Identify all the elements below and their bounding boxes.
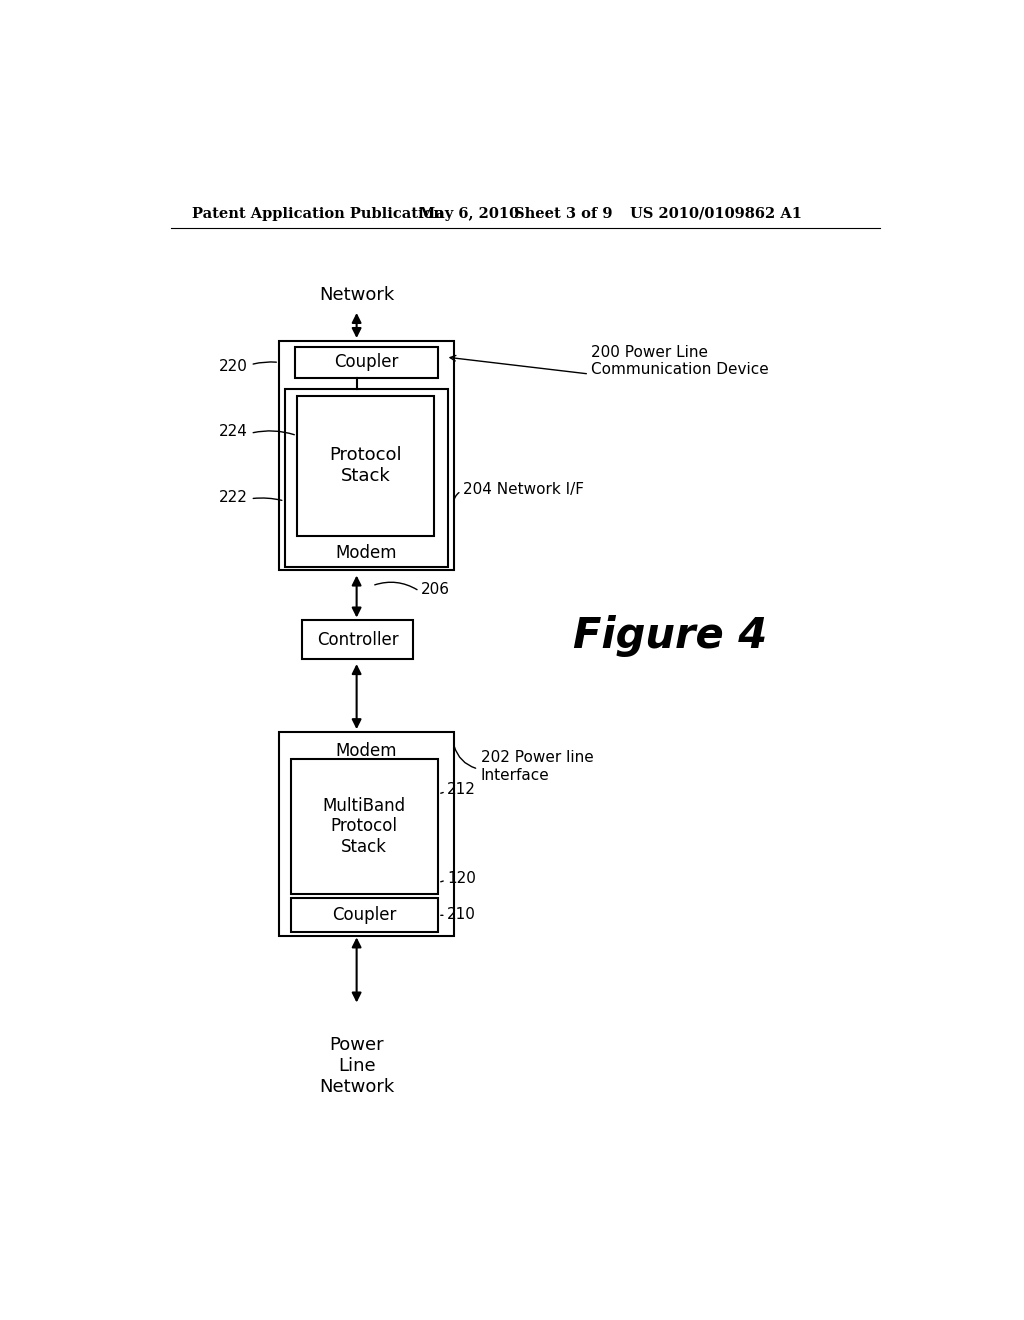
Text: Modem: Modem <box>336 742 397 760</box>
Text: 202 Power line
Interface: 202 Power line Interface <box>480 751 593 783</box>
Text: Modem: Modem <box>336 544 397 561</box>
Bar <box>280 341 454 570</box>
Bar <box>291 759 438 894</box>
Bar <box>280 733 454 936</box>
Text: 224: 224 <box>219 424 248 440</box>
Text: 120: 120 <box>447 871 476 886</box>
Text: 220: 220 <box>219 359 248 374</box>
Text: Power
Line
Network: Power Line Network <box>319 1036 394 1096</box>
Bar <box>291 898 438 932</box>
Text: 222: 222 <box>219 490 248 504</box>
Text: 210: 210 <box>447 907 476 923</box>
Text: US 2010/0109862 A1: US 2010/0109862 A1 <box>630 207 802 220</box>
Text: 200 Power Line
Communication Device: 200 Power Line Communication Device <box>592 345 769 378</box>
Text: May 6, 2010: May 6, 2010 <box>419 207 519 220</box>
Text: Network: Network <box>319 286 394 305</box>
Bar <box>285 389 449 566</box>
Bar <box>302 620 414 659</box>
Text: 212: 212 <box>447 783 476 797</box>
Text: MultiBand
Protocol
Stack: MultiBand Protocol Stack <box>323 796 406 857</box>
Text: Sheet 3 of 9: Sheet 3 of 9 <box>514 207 612 220</box>
Text: 204 Network I/F: 204 Network I/F <box>463 482 584 498</box>
Bar <box>295 347 438 378</box>
Bar <box>297 396 434 536</box>
Text: Coupler: Coupler <box>332 906 396 924</box>
Text: Coupler: Coupler <box>334 354 398 371</box>
Text: Protocol
Stack: Protocol Stack <box>330 446 401 484</box>
Text: 206: 206 <box>421 582 450 597</box>
Text: Controller: Controller <box>317 631 398 648</box>
Text: Patent Application Publication: Patent Application Publication <box>191 207 443 220</box>
Text: Figure 4: Figure 4 <box>573 615 768 657</box>
